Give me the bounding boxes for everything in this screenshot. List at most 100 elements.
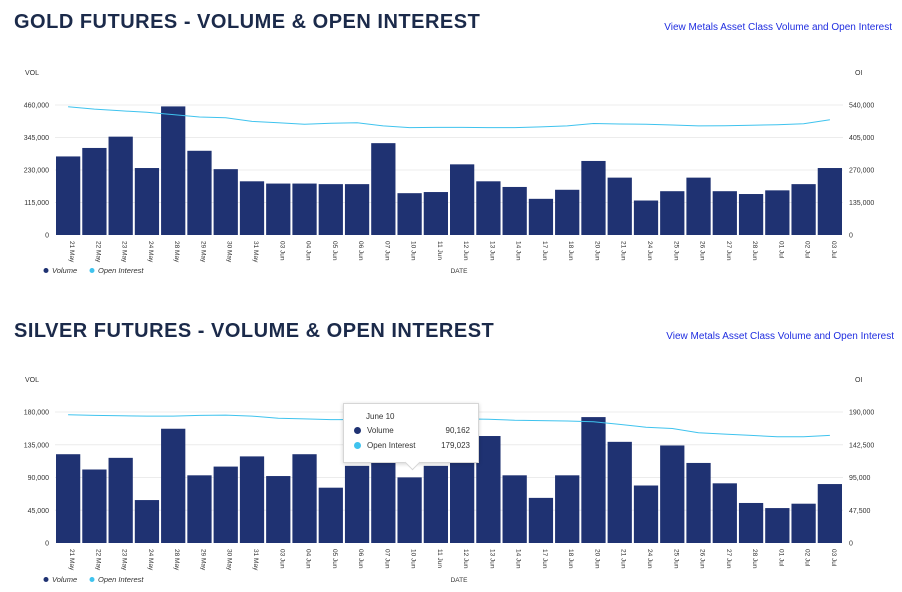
- gold-volume-bar: [187, 150, 212, 235]
- gold-x-tick: 23 May: [121, 241, 128, 263]
- silver-x-tick: 01 Jul: [777, 549, 784, 567]
- volume-dot-icon: [354, 427, 361, 434]
- silver-x-tick: 03 Jul: [830, 549, 837, 567]
- gold-x-tick: 27 Jun: [725, 241, 732, 261]
- gold-volume-bar: [134, 168, 160, 235]
- gold-volume-bar: [607, 177, 632, 235]
- gold-x-tick: 24 May: [147, 241, 154, 263]
- gold-volume-bar: [686, 177, 711, 235]
- gold-left-tick: 230,000: [24, 168, 49, 175]
- tooltip-volume-row: Volume 90,162: [354, 426, 470, 435]
- silver-volume-bar: [397, 477, 422, 543]
- gold-x-tick: 18 Jun: [567, 241, 574, 261]
- gold-volume-bar: [266, 183, 291, 235]
- silver-x-tick: 21 Jun: [620, 549, 627, 569]
- silver-left-tick: 45,000: [28, 508, 50, 515]
- silver-x-tick: 31 May: [252, 549, 259, 571]
- silver-left-tick: 135,000: [24, 442, 49, 449]
- silver-x-tick: 11 Jun: [436, 549, 443, 568]
- silver-volume-bar: [318, 487, 343, 543]
- gold-volume-bar: [791, 184, 816, 235]
- gold-volume-bar: [161, 106, 186, 235]
- gold-volume-bar: [397, 193, 422, 235]
- gold-volume-bar: [765, 190, 790, 235]
- silver-volume-bar: [239, 456, 265, 543]
- gold-left-tick: 460,000: [24, 103, 49, 110]
- gold-section: GOLD FUTURES - VOLUME & OPEN INTEREST Vi…: [0, 0, 902, 295]
- tooltip-oi-label: Open Interest: [367, 441, 416, 450]
- gold-ylabel-left: VOL: [25, 70, 39, 77]
- silver-x-tick: 06 Jun: [357, 549, 364, 569]
- gold-volume-bar: [318, 184, 343, 235]
- gold-volume-bar: [528, 198, 554, 235]
- gold-volume-bar: [292, 183, 317, 235]
- gold-chart: VOL OI 0 0 115,000 135,000 230,000 270,000 345,0…: [24, 70, 875, 275]
- silver-volume-bar: [82, 469, 107, 543]
- gold-legend-volume: Volume: [52, 266, 77, 275]
- gold-x-tick: 14 Jun: [515, 241, 522, 261]
- silver-x-tick: 03 Jun: [278, 549, 285, 569]
- gold-x-tick: 03 Jun: [278, 241, 285, 261]
- silver-x-tick: 28 May: [173, 549, 180, 571]
- gold-volume-bar: [581, 160, 606, 235]
- silver-x-tick: 02 Jul: [804, 549, 811, 567]
- gold-open-interest-line: [68, 106, 830, 129]
- silver-x-tick: 24 Jun: [646, 549, 653, 569]
- gold-right-tick: 270,000: [849, 168, 874, 175]
- silver-x-tick: 28 Jun: [751, 549, 758, 569]
- gold-volume-bar: [344, 184, 370, 235]
- silver-legend-oi: Open Interest: [98, 575, 144, 584]
- chart-tooltip: June 10 Volume 90,162 Open Interest 179,…: [343, 403, 479, 471]
- silver-volume-bar: [161, 428, 186, 543]
- oi-dot-icon: [354, 442, 361, 449]
- silver-volume-bar: [686, 462, 711, 543]
- silver-x-tick: 14 Jun: [515, 549, 522, 569]
- gold-volume-bar: [660, 191, 685, 235]
- silver-volume-bar: [134, 500, 160, 543]
- gold-x-tick: 01 Jul: [777, 241, 784, 259]
- silver-x-tick: 22 May: [94, 549, 101, 571]
- gold-volume-bar: [555, 189, 580, 235]
- silver-volume-bar: [108, 457, 133, 543]
- silver-volume-bar: [56, 454, 81, 543]
- silver-x-tick: 21 May: [68, 549, 75, 571]
- silver-metals-link[interactable]: View Metals Asset Class Volume and Open …: [666, 331, 894, 342]
- silver-volume-bar: [502, 475, 527, 543]
- tooltip-volume-label: Volume: [367, 426, 394, 435]
- gold-left-tick: 115,000: [24, 200, 49, 207]
- gold-volume-bar: [239, 181, 265, 235]
- silver-volume-bar: [817, 484, 842, 543]
- gold-x-tick: 07 Jun: [383, 241, 390, 261]
- silver-x-tick: 18 Jun: [567, 549, 574, 569]
- gold-title: GOLD FUTURES - VOLUME & OPEN INTEREST: [14, 11, 481, 33]
- silver-legend-volume-dot: [43, 577, 49, 582]
- silver-volume-bar: [187, 475, 212, 543]
- gold-volume-bar: [213, 169, 238, 235]
- gold-legend-volume-dot: [43, 268, 49, 273]
- silver-x-tick: 12 Jun: [462, 549, 469, 569]
- silver-volume-bar: [791, 503, 816, 543]
- tooltip-date: June 10: [366, 412, 395, 421]
- gold-x-tick: 02 Jul: [804, 241, 811, 259]
- silver-ylabel-left: VOL: [25, 377, 39, 384]
- silver-volume-bar: [423, 465, 448, 543]
- gold-volume-bar: [423, 192, 448, 235]
- gold-x-tick: 25 Jun: [672, 241, 679, 261]
- silver-right-tick: 0: [849, 541, 853, 548]
- gold-x-tick: 24 Jun: [646, 241, 653, 261]
- gold-right-tick: 135,000: [849, 200, 874, 207]
- gold-x-tick: 04 Jun: [305, 241, 312, 261]
- gold-volume-bar: [712, 191, 737, 235]
- silver-right-tick: 47,500: [849, 508, 871, 515]
- gold-x-tick: 12 Jun: [462, 241, 469, 261]
- gold-right-tick: 405,000: [849, 135, 874, 142]
- silver-right-tick: 190,000: [849, 410, 874, 417]
- gold-volume-bar: [56, 156, 81, 235]
- silver-legend-oi-dot: [89, 577, 95, 582]
- gold-volume-bar: [476, 181, 501, 235]
- gold-metals-link[interactable]: View Metals Asset Class Volume and Open …: [664, 22, 892, 33]
- silver-x-tick: 17 Jun: [541, 549, 548, 569]
- gold-x-tick: 10 Jun: [410, 241, 417, 261]
- gold-x-tick: 13 Jun: [488, 241, 495, 261]
